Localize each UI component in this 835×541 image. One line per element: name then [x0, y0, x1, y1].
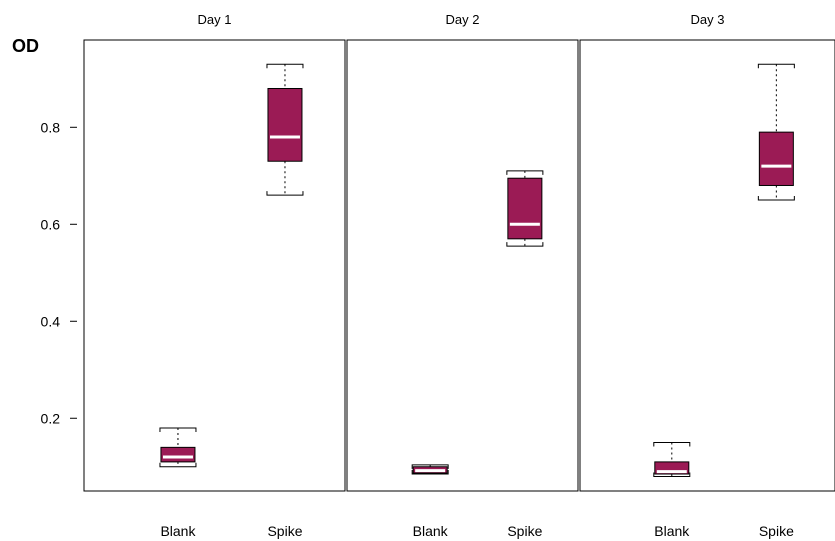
upper-whisker-cap [411, 464, 449, 469]
lower-whisker-cap [266, 191, 304, 196]
upper-whisker-cap [266, 63, 304, 69]
panel-title: Day 1 [198, 12, 232, 27]
category-label: Spike [267, 523, 302, 539]
box-spike [506, 170, 544, 247]
box-iqr [160, 446, 196, 463]
lower-whisker-cap [411, 470, 449, 475]
y-tick-label: 0.2 [41, 410, 61, 426]
panel-title: Day 2 [446, 12, 480, 27]
y-axis-label: OD [12, 36, 39, 56]
panel-titles: Day 1 Day 2 Day 3 [198, 12, 725, 27]
box-iqr [267, 87, 303, 162]
box-blank [411, 464, 449, 475]
y-tick-label: 0.6 [41, 216, 61, 232]
box-iqr [507, 177, 543, 240]
box-iqr [758, 131, 794, 186]
upper-whisker-cap [757, 63, 795, 69]
category-labels: Blank Spike Blank Spike Blank Spike [160, 523, 794, 539]
panel-title: Day 3 [691, 12, 725, 27]
y-tick-label: 0.8 [41, 119, 61, 135]
panel-frame [83, 39, 346, 492]
lower-whisker-cap [506, 242, 544, 247]
box-blank [159, 427, 197, 468]
upper-whisker-cap [506, 170, 544, 175]
category-label: Blank [654, 523, 690, 539]
upper-whisker-cap [653, 442, 691, 447]
lower-whisker-cap [653, 472, 691, 477]
panel-frame [579, 39, 835, 492]
y-axis: 0.2 0.4 0.6 0.8 [41, 119, 77, 426]
category-label: Blank [413, 523, 449, 539]
lower-whisker-cap [757, 196, 795, 201]
panels [83, 39, 835, 492]
panel-frame [346, 39, 579, 492]
category-label: Spike [507, 523, 542, 539]
box-blank [653, 442, 691, 477]
box-spike [757, 63, 795, 201]
category-label: Blank [160, 523, 196, 539]
upper-whisker-cap [159, 427, 197, 432]
box-spike [266, 63, 304, 196]
lower-whisker-cap [159, 462, 197, 468]
category-label: Spike [759, 523, 794, 539]
y-tick-label: 0.4 [41, 313, 61, 329]
